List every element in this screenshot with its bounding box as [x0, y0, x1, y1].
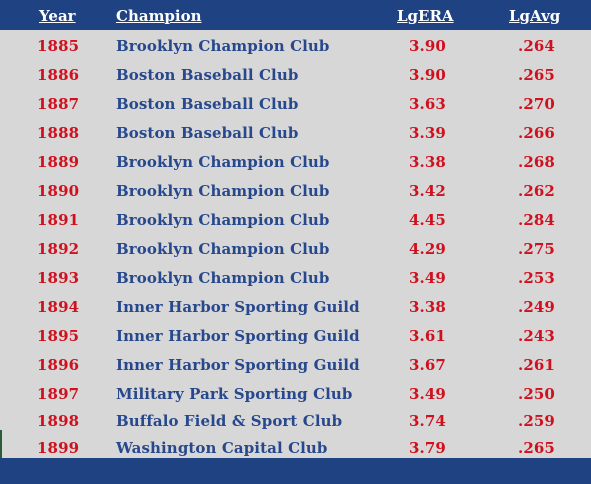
- lg-era-cell: 4.29: [409, 240, 446, 258]
- year-cell: 1885: [37, 37, 80, 55]
- year-cell: 1895: [37, 327, 80, 345]
- champion-cell: Brooklyn Champion Club: [116, 37, 330, 55]
- lg-era-cell: 3.42: [409, 182, 446, 200]
- lg-avg-cell: .253: [518, 269, 555, 287]
- champion-cell: Inner Harbor Sporting Guild: [116, 298, 360, 316]
- left-edge-marker: [0, 430, 2, 458]
- champion-cell: Brooklyn Champion Club: [116, 153, 330, 171]
- champion-cell: Inner Harbor Sporting Guild: [116, 327, 360, 345]
- lg-era-cell: 3.90: [409, 37, 446, 55]
- table-row: 1886 Boston Baseball Club 3.90 .265: [0, 59, 591, 88]
- year-cell: 1889: [37, 153, 80, 171]
- year-cell: 1899: [37, 439, 80, 457]
- lg-avg-cell: .262: [518, 182, 555, 200]
- lg-era-cell: 3.38: [409, 298, 446, 316]
- table-row: 1892 Brooklyn Champion Club 4.29 .275: [0, 233, 591, 262]
- year-cell: 1890: [37, 182, 80, 200]
- year-cell: 1887: [37, 95, 80, 113]
- lg-era-cell: 3.79: [409, 439, 446, 457]
- lg-avg-cell: .270: [518, 95, 555, 113]
- champion-cell: Military Park Sporting Club: [116, 385, 353, 403]
- year-cell: 1892: [37, 240, 80, 258]
- table-row: 1887 Boston Baseball Club 3.63 .270: [0, 88, 591, 117]
- table-row: 1899 Washington Capital Club 3.79 .265: [0, 432, 591, 459]
- header-lg-era[interactable]: LgERA: [397, 7, 454, 25]
- year-cell: 1897: [37, 385, 80, 403]
- champion-cell: Brooklyn Champion Club: [116, 269, 330, 287]
- year-cell: 1891: [37, 211, 80, 229]
- lg-era-cell: 3.90: [409, 66, 446, 84]
- table-row: 1895 Inner Harbor Sporting Guild 3.61 .2…: [0, 320, 591, 349]
- table-row: 1898 Buffalo Field & Sport Club 3.74 .25…: [0, 405, 591, 432]
- lg-avg-cell: .250: [518, 385, 555, 403]
- header-year[interactable]: Year: [39, 7, 76, 25]
- lg-era-cell: 3.49: [409, 269, 446, 287]
- table-row: 1894 Inner Harbor Sporting Guild 3.38 .2…: [0, 291, 591, 320]
- champion-cell: Brooklyn Champion Club: [116, 240, 330, 258]
- champion-cell: Inner Harbor Sporting Guild: [116, 356, 360, 374]
- table-row: 1893 Brooklyn Champion Club 3.49 .253: [0, 262, 591, 291]
- lg-era-cell: 3.63: [409, 95, 446, 113]
- champion-cell: Brooklyn Champion Club: [116, 182, 330, 200]
- table-row: 1896 Inner Harbor Sporting Guild 3.67 .2…: [0, 349, 591, 378]
- lg-avg-cell: .264: [518, 37, 555, 55]
- year-cell: 1898: [37, 412, 80, 430]
- lg-era-cell: 3.38: [409, 153, 446, 171]
- year-cell: 1893: [37, 269, 80, 287]
- lg-era-cell: 3.67: [409, 356, 446, 374]
- champion-cell: Boston Baseball Club: [116, 124, 299, 142]
- champion-cell: Boston Baseball Club: [116, 66, 299, 84]
- lg-avg-cell: .265: [518, 439, 555, 457]
- table-footer: [0, 458, 591, 484]
- lg-avg-cell: .266: [518, 124, 555, 142]
- lg-avg-cell: .249: [518, 298, 555, 316]
- lg-avg-cell: .268: [518, 153, 555, 171]
- table-row: 1891 Brooklyn Champion Club 4.45 .284: [0, 204, 591, 233]
- year-cell: 1886: [37, 66, 80, 84]
- lg-era-cell: 3.74: [409, 412, 446, 430]
- table-body: 1885 Brooklyn Champion Club 3.90 .264 18…: [0, 30, 591, 459]
- lg-era-cell: 3.49: [409, 385, 446, 403]
- table-row: 1888 Boston Baseball Club 3.39 .266: [0, 117, 591, 146]
- lg-avg-cell: .261: [518, 356, 555, 374]
- header-champion[interactable]: Champion: [116, 7, 202, 25]
- champion-cell: Brooklyn Champion Club: [116, 211, 330, 229]
- table-row: 1897 Military Park Sporting Club 3.49 .2…: [0, 378, 591, 405]
- lg-era-cell: 3.61: [409, 327, 446, 345]
- lg-avg-cell: .284: [518, 211, 555, 229]
- lg-avg-cell: .275: [518, 240, 555, 258]
- year-cell: 1896: [37, 356, 80, 374]
- champion-cell: Washington Capital Club: [116, 439, 328, 457]
- table-row: 1885 Brooklyn Champion Club 3.90 .264: [0, 30, 591, 59]
- year-cell: 1894: [37, 298, 80, 316]
- table-row: 1889 Brooklyn Champion Club 3.38 .268: [0, 146, 591, 175]
- table-header: Year Champion LgERA LgAvg: [0, 0, 591, 30]
- lg-era-cell: 4.45: [409, 211, 446, 229]
- champion-cell: Buffalo Field & Sport Club: [116, 412, 343, 430]
- year-cell: 1888: [37, 124, 80, 142]
- lg-avg-cell: .243: [518, 327, 555, 345]
- champion-cell: Boston Baseball Club: [116, 95, 299, 113]
- header-lg-avg[interactable]: LgAvg: [509, 7, 561, 25]
- table-row: 1890 Brooklyn Champion Club 3.42 .262: [0, 175, 591, 204]
- lg-avg-cell: .259: [518, 412, 555, 430]
- lg-era-cell: 3.39: [409, 124, 446, 142]
- lg-avg-cell: .265: [518, 66, 555, 84]
